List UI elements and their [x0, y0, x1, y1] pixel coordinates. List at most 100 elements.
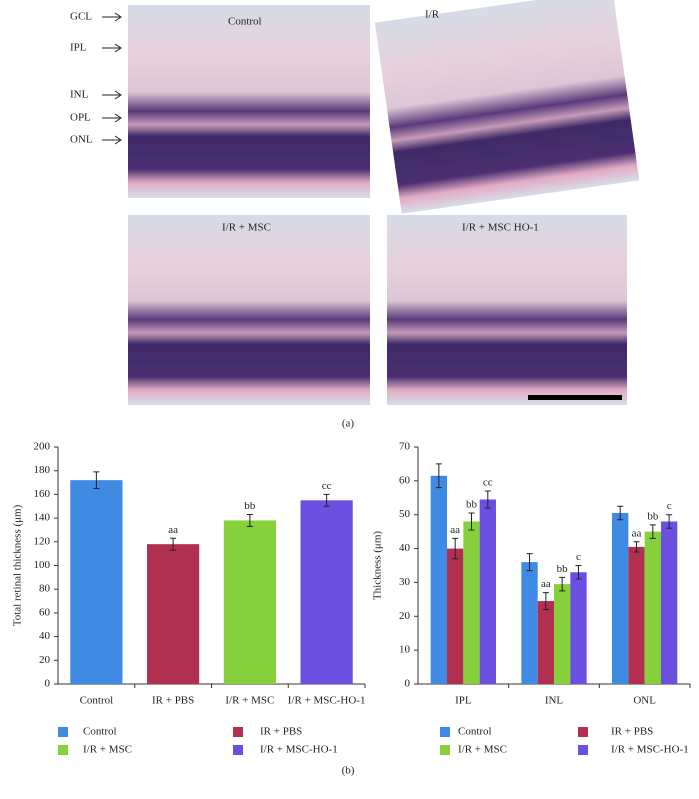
bar [644, 531, 661, 684]
significance-label: bb [466, 499, 478, 511]
error-bar [170, 537, 177, 551]
error-bar [617, 505, 624, 521]
error-bar [435, 463, 442, 489]
y-tick-label: 0 [405, 678, 411, 690]
bar [430, 475, 448, 684]
y-tick-label: 0 [45, 678, 51, 690]
significance-label: aa [541, 578, 551, 590]
y-tick-label: 20 [399, 610, 411, 622]
image-label: I/R + MSC [222, 222, 271, 234]
layer-label: IPL [70, 42, 87, 54]
y-tick-label: 180 [34, 464, 51, 476]
legend-swatch [440, 727, 450, 737]
bar [521, 562, 538, 684]
legend-swatch [578, 727, 588, 737]
y-tick-label: 200 [34, 441, 51, 453]
error-bar [484, 490, 491, 509]
error-bar [666, 514, 673, 529]
bar [147, 544, 200, 684]
significance-label: bb [647, 510, 659, 522]
histology-image [128, 215, 370, 405]
y-tick-label: 100 [34, 559, 51, 571]
y-tick-label: 30 [399, 576, 411, 588]
layer-label: GCL [70, 11, 92, 23]
y-axis-label: Thickness (μm) [372, 531, 384, 600]
y-tick-label: 60 [39, 606, 51, 618]
arrow [102, 12, 122, 22]
bar [628, 546, 645, 684]
y-axis-label: Total retinal thickness (μm) [12, 504, 24, 626]
y-tick-label: 160 [34, 488, 51, 500]
y-tick-label: 70 [399, 441, 411, 453]
bar [570, 572, 587, 684]
y-tick-label: 40 [39, 630, 51, 642]
error-bar [542, 592, 549, 611]
error-bar [468, 512, 475, 531]
error-bar [575, 565, 582, 580]
y-tick-label: 80 [39, 583, 51, 595]
significance-label: aa [450, 524, 460, 536]
bar [554, 584, 571, 684]
legend-label: Control [83, 726, 117, 738]
legend-label: I/R + MSC [458, 744, 507, 756]
bar [70, 480, 123, 684]
error-bar [633, 541, 640, 553]
legend-swatch [440, 745, 450, 755]
y-tick-label: 20 [39, 654, 51, 666]
legend-label: IR + PBS [260, 726, 302, 738]
panel-label: (a) [342, 418, 355, 430]
bar [660, 521, 678, 684]
bar [223, 520, 276, 684]
y-tick-label: 140 [34, 512, 51, 524]
bar [463, 521, 480, 684]
legend-label: I/R + MSC-HO-1 [260, 744, 338, 756]
histology-image [375, 0, 640, 214]
legend-label: I/R + MSC-HO-1 [611, 744, 689, 756]
significance-label: cc [483, 477, 493, 489]
layer-label: OPL [70, 112, 91, 124]
legend-label: IR + PBS [611, 726, 653, 738]
x-tick-label: I/R + MSC [225, 695, 274, 707]
arrow [102, 135, 122, 145]
x-tick-label: IR + PBS [152, 695, 194, 707]
image-label: I/R + MSC HO-1 [462, 222, 539, 234]
histology-image [387, 215, 627, 405]
significance-label: bb [244, 500, 256, 512]
bar [537, 601, 554, 684]
error-bar [559, 576, 566, 592]
significance-label: aa [168, 524, 178, 536]
error-bar [452, 537, 459, 560]
significance-label: c [667, 500, 672, 512]
layer-label: ONL [70, 134, 93, 146]
bar [300, 500, 353, 684]
error-bar [649, 524, 656, 539]
image-label: I/R [425, 9, 440, 21]
arrow [102, 113, 122, 123]
arrow [102, 90, 122, 100]
y-tick-label: 60 [399, 474, 411, 486]
significance-label: cc [322, 480, 332, 492]
legend-swatch [578, 745, 588, 755]
y-tick-label: 50 [399, 508, 411, 520]
panel-a: Control I/R I/R + MSC I/R + MSC HO-1 GCL… [70, 0, 639, 430]
significance-label: c [576, 551, 581, 563]
scale-bar [528, 395, 622, 400]
x-tick-label: I/R + MSC-HO-1 [288, 695, 366, 707]
x-tick-label: ONL [633, 695, 656, 707]
layer-label: INL [70, 89, 89, 101]
y-tick-label: 40 [399, 542, 411, 554]
x-tick-label: Control [80, 695, 114, 707]
x-tick-label: INL [545, 695, 564, 707]
bar [479, 499, 496, 684]
error-bar [93, 471, 100, 489]
y-tick-label: 120 [34, 535, 51, 547]
bar [612, 513, 629, 684]
significance-label: aa [632, 527, 642, 539]
image-label: Control [228, 16, 262, 28]
legend-label: I/R + MSC [83, 744, 132, 756]
panel-label: (b) [342, 765, 355, 777]
legend-swatch [58, 727, 68, 737]
legend-swatch [58, 745, 68, 755]
significance-label: bb [557, 563, 569, 575]
